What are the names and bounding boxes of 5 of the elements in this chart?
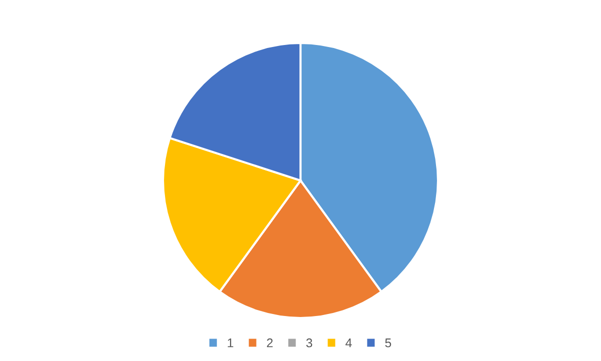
legend-label: 3	[306, 338, 312, 348]
legend-label: 5	[385, 338, 392, 348]
legend-label: 4	[346, 338, 352, 348]
legend-label: 2	[266, 338, 273, 348]
legend-label: 1	[228, 338, 234, 348]
